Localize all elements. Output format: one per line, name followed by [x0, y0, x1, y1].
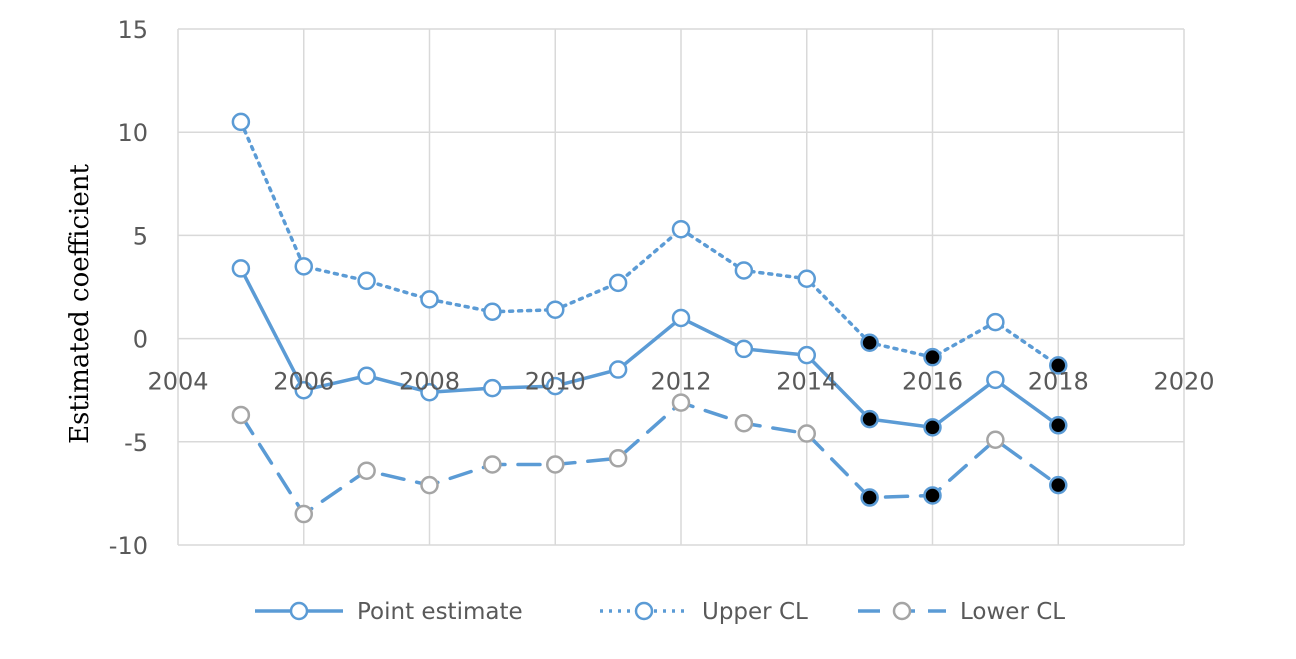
- data-point: [546, 300, 565, 319]
- data-point: [986, 312, 1005, 332]
- data-point: [1049, 475, 1068, 495]
- x-tick-label: 2004: [147, 368, 208, 396]
- data-point: [860, 333, 879, 352]
- x-tick-label: 2006: [273, 368, 334, 396]
- data-point: [420, 475, 439, 495]
- data-point: [231, 405, 251, 425]
- data-point: [483, 378, 502, 398]
- data-point: [860, 409, 879, 429]
- data-point: [797, 424, 816, 443]
- data-point: [671, 219, 691, 239]
- legend-marker: [892, 601, 912, 621]
- tick-labels: 15 10 5 0 -5 -10 2004 2006 2008 2010 2012 2014 2016 2…: [109, 16, 1215, 560]
- data-point: [608, 449, 628, 468]
- series-line: [239, 400, 1060, 516]
- legend-item: Point estimate: [255, 599, 523, 625]
- y-tick-label: -5: [124, 429, 148, 457]
- series-point-estimate: [231, 259, 1068, 437]
- y-tick-label: 15: [117, 16, 148, 44]
- legend-label: Upper CL: [702, 599, 808, 625]
- data-point: [734, 413, 754, 433]
- data-point: [860, 488, 879, 507]
- series-line: [239, 266, 1060, 430]
- data-point: [986, 370, 1005, 390]
- series-lower-cl: [231, 393, 1068, 524]
- data-point: [1049, 416, 1068, 435]
- data-point: [546, 455, 565, 474]
- data-point: [923, 418, 942, 437]
- data-point: [671, 393, 691, 412]
- data-point: [420, 383, 439, 402]
- x-tick-label: 2020: [1153, 368, 1214, 396]
- x-tick-label: 2018: [1028, 368, 1089, 396]
- data-point: [546, 376, 565, 396]
- data-point: [357, 461, 376, 480]
- data-point: [671, 308, 691, 328]
- y-tick-label: 10: [117, 119, 148, 147]
- data-point: [357, 366, 376, 386]
- legend-marker: [634, 601, 654, 621]
- legend-marker: [289, 601, 309, 621]
- legend-item: Lower CL: [858, 599, 1065, 625]
- data-point: [294, 380, 313, 400]
- legend: Point estimate Upper CL Lower CL: [255, 599, 1065, 625]
- data-point: [294, 504, 313, 524]
- data-point: [608, 273, 628, 293]
- data-point: [734, 261, 754, 280]
- y-tick-label: 0: [133, 326, 148, 354]
- series-line: [239, 120, 1060, 368]
- data-point: [734, 339, 754, 359]
- x-tick-label: 2008: [399, 368, 460, 396]
- series-layer: [231, 112, 1068, 524]
- data-point: [483, 455, 502, 474]
- x-tick-label: 2016: [902, 368, 963, 396]
- data-point: [608, 360, 628, 379]
- data-point: [923, 486, 942, 505]
- y-tick-label: 5: [133, 222, 148, 250]
- x-tick-label: 2010: [525, 368, 586, 396]
- data-point: [1049, 356, 1068, 375]
- y-axis-label: Estimated coefficient: [65, 164, 95, 444]
- data-point: [797, 345, 816, 365]
- data-point: [357, 271, 376, 291]
- legend-label: Lower CL: [960, 599, 1065, 625]
- data-point: [986, 430, 1005, 449]
- series-upper-cl: [231, 112, 1068, 375]
- data-point: [420, 290, 439, 309]
- x-tick-label: 2012: [650, 368, 711, 396]
- data-point: [231, 112, 251, 132]
- x-tick-label: 2014: [776, 368, 837, 396]
- y-tick-label: -10: [109, 532, 148, 560]
- data-point: [231, 259, 251, 278]
- data-point: [797, 269, 816, 288]
- legend-item: Upper CL: [600, 599, 808, 625]
- legend-label: Point estimate: [357, 599, 523, 625]
- data-point: [483, 302, 502, 322]
- data-point: [923, 347, 942, 367]
- data-point: [294, 257, 313, 276]
